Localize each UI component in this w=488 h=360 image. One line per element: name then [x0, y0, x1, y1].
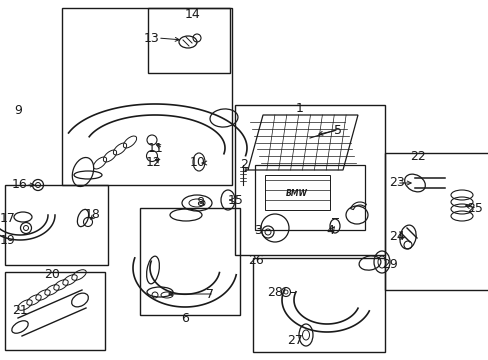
- Text: 11: 11: [148, 141, 163, 154]
- Bar: [384, 153, 488, 290]
- Bar: [254, 165, 364, 230]
- Text: 24: 24: [388, 230, 404, 243]
- Text: 8: 8: [196, 197, 203, 210]
- Text: 21: 21: [12, 303, 28, 316]
- Bar: [5, 185, 108, 265]
- Text: 13: 13: [144, 31, 160, 45]
- Bar: [140, 208, 240, 315]
- Text: 17: 17: [0, 211, 16, 225]
- Text: 27: 27: [286, 333, 303, 346]
- Text: 9: 9: [14, 104, 22, 117]
- Text: 15: 15: [227, 194, 244, 207]
- Text: 1: 1: [295, 102, 304, 114]
- Text: 25: 25: [466, 202, 482, 215]
- Text: 19: 19: [0, 234, 16, 247]
- Text: 6: 6: [181, 311, 188, 324]
- Text: 26: 26: [247, 253, 264, 266]
- Text: 10: 10: [190, 157, 205, 170]
- Text: 2: 2: [240, 158, 247, 171]
- Text: 12: 12: [146, 156, 162, 168]
- Text: BMW: BMW: [285, 189, 307, 198]
- Text: 7: 7: [205, 288, 214, 301]
- Text: 3: 3: [254, 224, 262, 237]
- Text: 14: 14: [185, 8, 201, 21]
- Text: 23: 23: [388, 176, 404, 189]
- Text: 16: 16: [12, 179, 28, 192]
- Text: 28: 28: [266, 287, 283, 300]
- Text: 29: 29: [381, 258, 397, 271]
- Bar: [252, 258, 384, 352]
- Text: 18: 18: [85, 208, 101, 221]
- Bar: [235, 105, 384, 255]
- Bar: [62, 8, 231, 185]
- Text: 4: 4: [325, 224, 333, 237]
- Text: 5: 5: [333, 123, 341, 136]
- Bar: [264, 175, 329, 210]
- Text: 22: 22: [409, 150, 425, 163]
- Text: 20: 20: [44, 267, 60, 280]
- Bar: [148, 8, 229, 73]
- Bar: [5, 272, 105, 350]
